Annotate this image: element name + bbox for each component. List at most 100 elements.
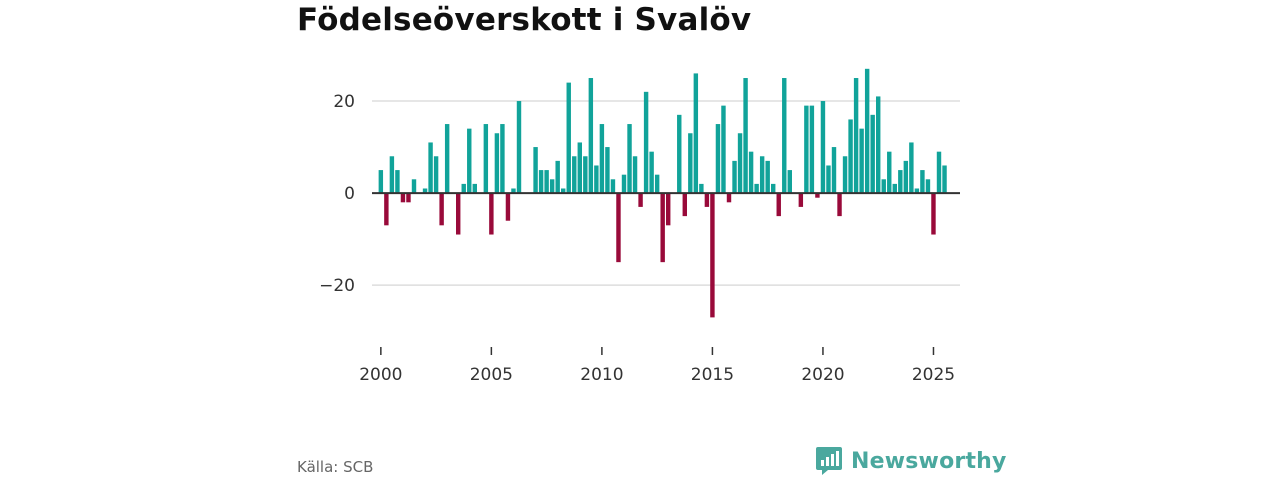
bar-positive — [848, 119, 853, 194]
bar-negative — [505, 193, 511, 221]
bar-positive — [693, 73, 699, 194]
bar-positive — [483, 124, 489, 194]
bar-negative — [400, 193, 406, 203]
bar-positive — [538, 170, 544, 194]
bars — [378, 68, 947, 318]
bar-negative — [837, 193, 842, 217]
bar-negative — [439, 193, 444, 226]
bar-negative — [704, 193, 710, 207]
bar-positive — [881, 179, 886, 194]
y-tick-label: 0 — [344, 184, 355, 204]
bar-positive — [632, 156, 638, 194]
bar-positive — [699, 183, 704, 194]
bar-negative — [616, 193, 621, 263]
bar-positive — [914, 188, 920, 194]
bar-positive — [864, 68, 870, 194]
bar-negative — [726, 193, 732, 203]
bar-positive — [561, 188, 566, 194]
bar-positive — [715, 124, 721, 194]
bar-negative — [815, 193, 820, 198]
bar-positive — [809, 105, 815, 194]
bar-positive — [494, 133, 500, 194]
bar-positive — [771, 183, 776, 194]
bar-positive — [583, 156, 588, 194]
bar-positive — [588, 78, 594, 194]
bar-positive — [654, 174, 660, 194]
newsworthy-logo-icon — [816, 447, 842, 475]
bar-positive — [909, 142, 914, 194]
bar-positive — [887, 151, 892, 194]
brand-name: Newsworthy — [851, 448, 1007, 474]
bar-positive — [577, 142, 582, 194]
y-axis-labels: −20 0 20 — [319, 92, 355, 296]
chart-title: Födelseöverskott i Svalöv — [297, 2, 752, 38]
bar-positive — [572, 156, 577, 194]
bar-positive — [831, 147, 837, 194]
bar-positive — [511, 188, 516, 194]
x-tick-label: 2000 — [359, 365, 402, 385]
bar-positive — [433, 156, 439, 194]
bar-positive — [605, 147, 610, 194]
bar-positive — [544, 170, 549, 194]
bar-positive — [566, 82, 571, 194]
bar-positive — [903, 160, 909, 194]
bar-positive — [804, 105, 809, 194]
bar-positive — [428, 142, 433, 194]
bar-positive — [610, 179, 616, 194]
bar-negative — [931, 193, 936, 235]
bar-positive — [942, 165, 947, 194]
bar-positive — [533, 147, 538, 194]
y-tick-label: −20 — [319, 276, 355, 296]
bar-positive — [444, 124, 450, 194]
bar-negative — [456, 193, 461, 235]
bar-positive — [859, 128, 864, 194]
bar-positive — [721, 105, 726, 194]
bar-positive — [389, 156, 395, 194]
bar-positive — [732, 160, 737, 194]
bar-positive — [378, 170, 384, 194]
bar-positive — [555, 160, 560, 194]
bar-negative — [660, 193, 665, 263]
bar-positive — [599, 124, 605, 194]
grid-lines — [372, 100, 960, 286]
bar-positive — [395, 170, 400, 194]
bar-positive — [500, 124, 505, 194]
x-tick-label: 2025 — [912, 365, 955, 385]
bar-positive — [870, 114, 875, 194]
bar-positive — [549, 179, 555, 194]
bar-positive — [621, 174, 627, 194]
bar-positive — [748, 151, 754, 194]
x-tick-label: 2010 — [580, 365, 623, 385]
bar-positive — [782, 78, 787, 194]
bar-positive — [936, 151, 942, 194]
bar-positive — [743, 78, 748, 194]
bar-positive — [461, 183, 466, 194]
bar-positive — [649, 151, 654, 194]
x-tick-label: 2020 — [801, 365, 844, 385]
bar-positive — [677, 114, 682, 194]
bar-positive — [826, 165, 831, 194]
bar-positive — [842, 156, 848, 194]
bar-negative — [638, 193, 643, 207]
x-tick-label: 2005 — [470, 365, 513, 385]
source-note: Källa: SCB — [297, 458, 374, 476]
bar-negative — [682, 193, 687, 217]
bar-positive — [472, 183, 477, 194]
bar-negative — [406, 193, 411, 203]
bar-positive — [787, 170, 792, 194]
bar-positive — [759, 156, 765, 194]
bar-negative — [710, 193, 715, 318]
bar-positive — [627, 124, 632, 194]
bar-negative — [798, 193, 804, 207]
bar-positive — [898, 170, 903, 194]
bar-positive — [516, 101, 522, 194]
x-axis: 2000 2005 2010 2015 2020 2025 — [359, 347, 955, 385]
bar-positive — [422, 188, 428, 194]
bar-positive — [688, 133, 693, 194]
bar-positive — [643, 91, 649, 194]
bar-negative — [776, 193, 781, 217]
bar-positive — [925, 179, 931, 194]
bar-positive — [920, 170, 925, 194]
bar-positive — [467, 128, 472, 194]
